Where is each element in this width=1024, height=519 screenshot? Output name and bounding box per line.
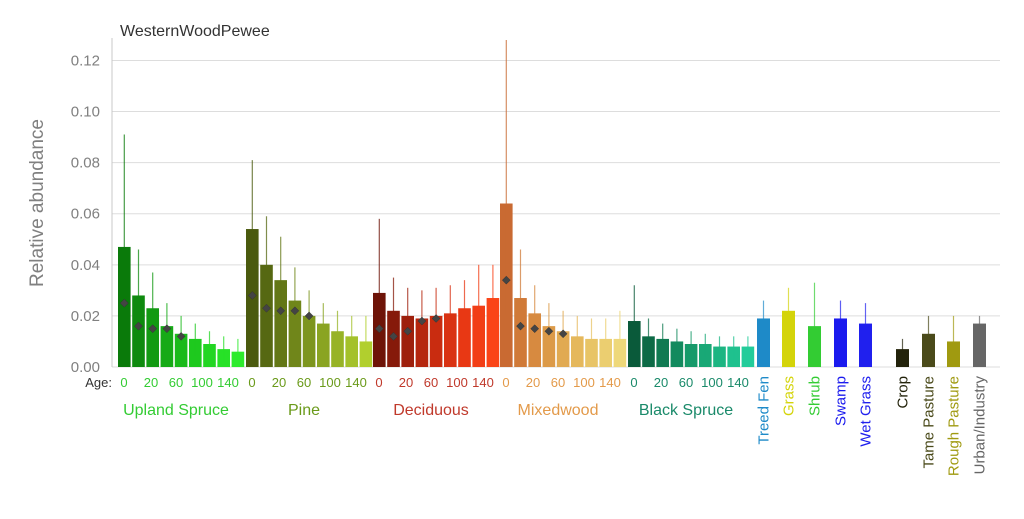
bar <box>757 318 770 367</box>
group-label: Mixedwood <box>518 402 599 419</box>
category-label: Swamp <box>833 376 850 426</box>
group-label: Black Spruce <box>639 402 733 419</box>
group-label: Deciduous <box>393 402 469 419</box>
chart-title: WesternWoodPewee <box>120 23 270 40</box>
point-marker <box>247 291 257 300</box>
age-tick-label: 0 <box>120 375 127 390</box>
y-tick-label: 0.06 <box>71 206 100 223</box>
point-marker <box>262 303 271 313</box>
y-axis: 0.00 0.02 0.04 0.06 0.08 0.10 0.12 <box>71 38 113 376</box>
category-label: Treed Fen <box>756 376 773 445</box>
age-tick-label: 0 <box>630 375 637 390</box>
age-tick-label: 0 <box>248 375 255 390</box>
age-tick-label: 100 <box>573 375 595 390</box>
y-axis-label: Relative abundance <box>27 119 48 287</box>
category-label: Tame Pasture <box>921 376 938 469</box>
age-tick-label: 100 <box>319 375 341 390</box>
bar <box>896 349 909 367</box>
point-marker <box>119 298 129 308</box>
age-tick-label: 20 <box>654 375 668 390</box>
age-tick-label: 60 <box>679 375 693 390</box>
age-tick-label: 20 <box>272 375 286 390</box>
age-tick-label: 20 <box>526 375 540 390</box>
point-marker <box>516 321 525 331</box>
y-tick-label: 0.08 <box>71 155 100 172</box>
category-label: Urban/Industry <box>972 376 989 475</box>
category-label: Crop <box>895 376 912 409</box>
bar <box>317 323 330 367</box>
bar <box>288 300 302 367</box>
y-tick-label: 0.12 <box>71 52 100 69</box>
point-marker <box>304 311 314 321</box>
point-marker <box>403 326 413 336</box>
group-label: Pine <box>288 402 320 419</box>
category-label: Grass <box>781 376 798 416</box>
age-tick-label: 20 <box>399 375 413 390</box>
point-marker <box>501 275 511 285</box>
age-tick-label: 140 <box>472 375 494 390</box>
point-marker <box>389 331 398 341</box>
age-tick-label: 140 <box>599 375 621 390</box>
grid <box>112 59 1000 368</box>
bar <box>486 298 500 367</box>
point-marker <box>558 329 568 339</box>
y-tick-label: 0.04 <box>71 257 100 274</box>
point-marker <box>544 326 554 336</box>
category-label: Wet Grass <box>858 376 875 447</box>
point-marker <box>290 306 300 316</box>
bar <box>808 326 821 367</box>
category-label: Rough Pasture <box>946 376 963 476</box>
x-axis-labels: 0 20 60 100 140 Upland Spruce 0 20 60 100 140 Pine 0… <box>85 375 988 476</box>
point-marker <box>148 324 158 334</box>
bar <box>458 308 471 367</box>
y-tick-label: 0.02 <box>71 308 100 325</box>
age-tick-label: 100 <box>446 375 468 390</box>
category-label: Shrub <box>807 376 824 416</box>
age-tick-label: 60 <box>297 375 311 390</box>
bar <box>782 310 795 367</box>
point-marker <box>374 324 384 334</box>
age-tick-label: 140 <box>345 375 367 390</box>
bar <box>922 333 935 367</box>
bar <box>444 313 457 367</box>
age-tick-label: 100 <box>701 375 723 390</box>
age-tick-label: 140 <box>217 375 239 390</box>
age-tick-label: 100 <box>191 375 213 390</box>
y-tick-label: 0.10 <box>71 104 100 121</box>
point-marker <box>134 321 143 331</box>
age-tick-label: 60 <box>424 375 438 390</box>
bar <box>260 264 273 367</box>
age-tick-label: 0 <box>375 375 382 390</box>
bar <box>834 318 847 367</box>
bar <box>274 280 287 367</box>
point-marker <box>276 306 286 316</box>
point-marker <box>162 324 172 334</box>
point-marker <box>417 316 427 326</box>
age-tick-label: 0 <box>502 375 509 390</box>
bar <box>973 323 986 367</box>
point-marker <box>176 331 186 341</box>
age-tick-label: 20 <box>144 375 158 390</box>
age-tick-label: 60 <box>551 375 565 390</box>
group-label: Upland Spruce <box>123 402 229 419</box>
age-prefix-label: Age: <box>85 375 112 390</box>
age-tick-label: 60 <box>169 375 183 390</box>
y-tick-label: 0.00 <box>71 359 100 376</box>
point-marker <box>431 314 441 323</box>
bar <box>472 305 485 367</box>
age-tick-label: 140 <box>727 375 749 390</box>
point-marker <box>530 324 540 334</box>
bars <box>118 40 986 367</box>
bar <box>859 323 872 367</box>
bar <box>302 315 316 367</box>
